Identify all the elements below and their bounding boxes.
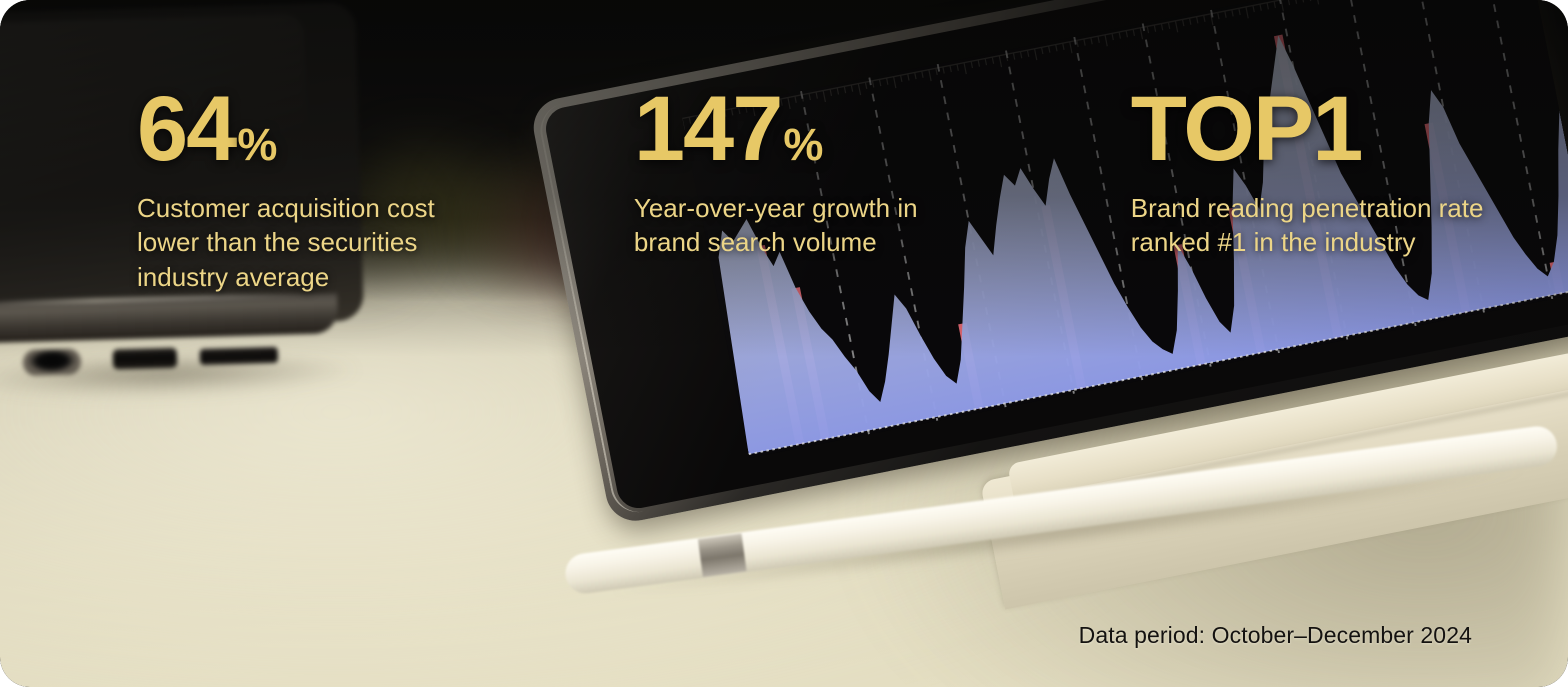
stat-figure-suffix: % [783, 119, 823, 170]
stat-block-3: TOP1 Brand reading penetration rate rank… [1130, 83, 1568, 294]
stat-figure: TOP1 [1131, 83, 1568, 175]
data-period-footnote: Data period: October–December 2024 [1078, 622, 1472, 648]
stats-row: 64% Customer acquisition cost lower than… [137, 83, 1568, 294]
stat-caption: Brand reading penetration rate ranked #1… [1130, 193, 1484, 258]
stat-figure-value: 64 [137, 78, 237, 180]
stat-figure-value: 147 [633, 78, 783, 180]
stat-figure-suffix: % [237, 119, 277, 170]
stat-figure-value: TOP1 [1130, 78, 1364, 180]
stat-figure: 147% [634, 83, 1131, 175]
stat-figure: 64% [137, 83, 634, 175]
stat-caption: Customer acquisition cost lower than the… [137, 193, 435, 292]
stat-block-2: 147% Year-over-year growth in brand sear… [633, 83, 1131, 294]
stat-caption: Year-over-year growth in brand search vo… [633, 193, 918, 258]
chart-area-series [718, 35, 1568, 455]
stat-block-1: 64% Customer acquisition cost lower than… [137, 83, 634, 294]
